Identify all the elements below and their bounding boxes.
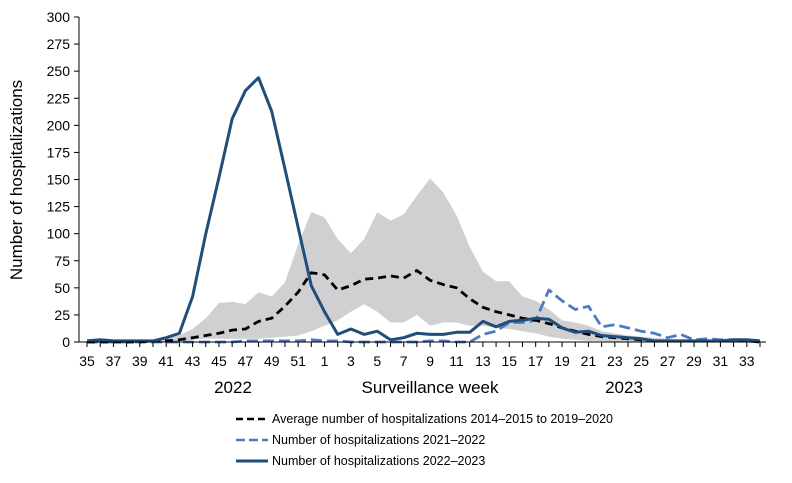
x-tick-label: 41 xyxy=(158,353,174,369)
year-label-2022: 2022 xyxy=(214,378,252,397)
y-tick-label: 75 xyxy=(54,253,70,269)
legend-label-2021-2022: Number of hospitalizations 2021–2022 xyxy=(272,433,485,447)
x-tick-label: 27 xyxy=(660,353,676,369)
legend-item-2021-2022: Number of hospitalizations 2021–2022 xyxy=(236,433,485,447)
x-tick-label: 25 xyxy=(633,353,649,369)
x-tick-label: 9 xyxy=(426,353,434,369)
y-tick-label: 250 xyxy=(47,63,71,79)
y-tick-label: 300 xyxy=(47,9,71,25)
x-tick-label: 3 xyxy=(347,353,355,369)
x-tick-label: 21 xyxy=(581,353,597,369)
x-tick-label: 7 xyxy=(400,353,408,369)
x-tick-label: 39 xyxy=(132,353,148,369)
x-tick-label: 33 xyxy=(739,353,755,369)
x-tick-label: 43 xyxy=(185,353,201,369)
y-tick-label: 0 xyxy=(62,334,70,350)
year-label-2023: 2023 xyxy=(605,378,643,397)
x-tick-label: 29 xyxy=(686,353,702,369)
x-tick-label: 5 xyxy=(373,353,381,369)
range-band-layer xyxy=(87,178,760,342)
y-tick-label: 150 xyxy=(47,172,71,188)
x-axis-title: Surveillance week xyxy=(361,378,499,397)
legend-label-2022-2023: Number of hospitalizations 2022–2023 xyxy=(272,454,485,468)
legend: Average number of hospitalizations 2014–… xyxy=(236,412,613,468)
x-tick-label: 45 xyxy=(211,353,227,369)
y-tick-label: 275 xyxy=(47,36,71,52)
y-axis-title: Number of hospitalizations xyxy=(7,80,26,280)
x-tick-label: 15 xyxy=(501,353,517,369)
x-tick-label: 13 xyxy=(475,353,491,369)
x-tick-label: 11 xyxy=(449,353,464,369)
x-tick-label: 51 xyxy=(290,353,306,369)
x-tick-label: 23 xyxy=(607,353,623,369)
y-tick-label: 225 xyxy=(47,90,71,106)
x-tick-label: 17 xyxy=(528,353,544,369)
legend-label-average: Average number of hospitalizations 2014–… xyxy=(272,412,613,426)
y-tick-label: 175 xyxy=(47,144,71,160)
x-tick-label: 19 xyxy=(554,353,570,369)
y-tick-label: 125 xyxy=(47,199,71,215)
x-tick-label: 31 xyxy=(713,353,729,369)
range-band-area xyxy=(87,178,760,342)
x-tick-label: 1 xyxy=(321,353,329,369)
y-tick-label: 100 xyxy=(47,226,71,242)
x-tick-label: 47 xyxy=(238,353,254,369)
legend-item-average: Average number of hospitalizations 2014–… xyxy=(236,412,613,426)
x-tick-label: 49 xyxy=(264,353,280,369)
y-tick-label: 25 xyxy=(54,307,70,323)
y-tick-label: 50 xyxy=(54,280,70,296)
x-tick-label: 37 xyxy=(106,353,122,369)
series-line-2 xyxy=(86,76,761,343)
x-tick-label: 35 xyxy=(79,353,95,369)
legend-item-2022-2023: Number of hospitalizations 2022–2023 xyxy=(236,454,485,468)
y-tick-label: 200 xyxy=(47,117,71,133)
